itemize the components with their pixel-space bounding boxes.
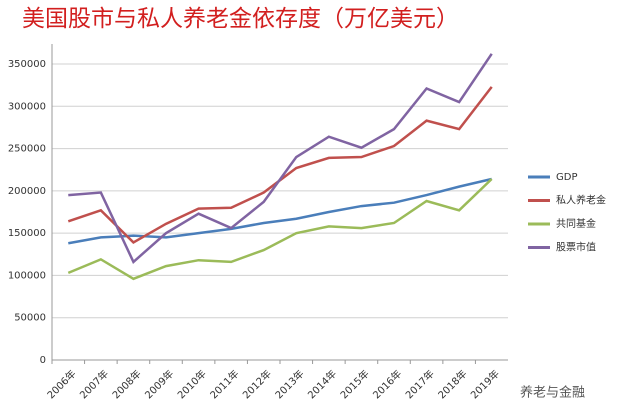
watermark: 养老与金融 xyxy=(520,385,585,401)
y-tick-label: 150000 xyxy=(8,228,46,239)
y-tick-label: 250000 xyxy=(8,144,46,155)
x-tick-label: 2014年 xyxy=(305,367,339,401)
y-tick-label: 0 xyxy=(40,355,46,366)
line-series xyxy=(67,178,493,281)
x-tick-label: 2016年 xyxy=(370,367,404,401)
y-tick-label: 350000 xyxy=(8,59,46,70)
x-tick-label: 2011年 xyxy=(207,367,241,401)
x-tick-label: 2007年 xyxy=(77,367,111,401)
x-tick-label: 2013年 xyxy=(272,367,306,401)
legend-label: 私人养老金 xyxy=(556,194,606,207)
legend-label: 共同基金 xyxy=(556,217,596,230)
chart-title: 美国股市与私人养老金依存度（万亿美元） xyxy=(22,6,459,32)
x-tick-label: 2009年 xyxy=(142,367,176,401)
x-tick-label: 2019年 xyxy=(468,367,502,401)
x-tick-label: 2008年 xyxy=(109,367,143,401)
line-series xyxy=(67,86,493,245)
y-tick-label: 100000 xyxy=(8,270,46,281)
x-tick-label: 2006年 xyxy=(44,367,78,401)
line-series xyxy=(68,53,493,264)
x-tick-label: 2018年 xyxy=(435,367,469,401)
line-series xyxy=(68,177,492,245)
y-tick-label: 50000 xyxy=(14,313,46,324)
x-tick-label: 2015年 xyxy=(337,367,371,401)
x-tick-label: 2010年 xyxy=(175,367,209,401)
legend-label: GDP xyxy=(556,172,577,183)
x-tick-label: 2012年 xyxy=(240,367,274,401)
y-tick-label: 200000 xyxy=(8,186,46,197)
x-tick-label: 2017年 xyxy=(403,367,437,401)
y-tick-label: 300000 xyxy=(8,101,46,112)
legend-label: 股票市值 xyxy=(556,241,596,254)
